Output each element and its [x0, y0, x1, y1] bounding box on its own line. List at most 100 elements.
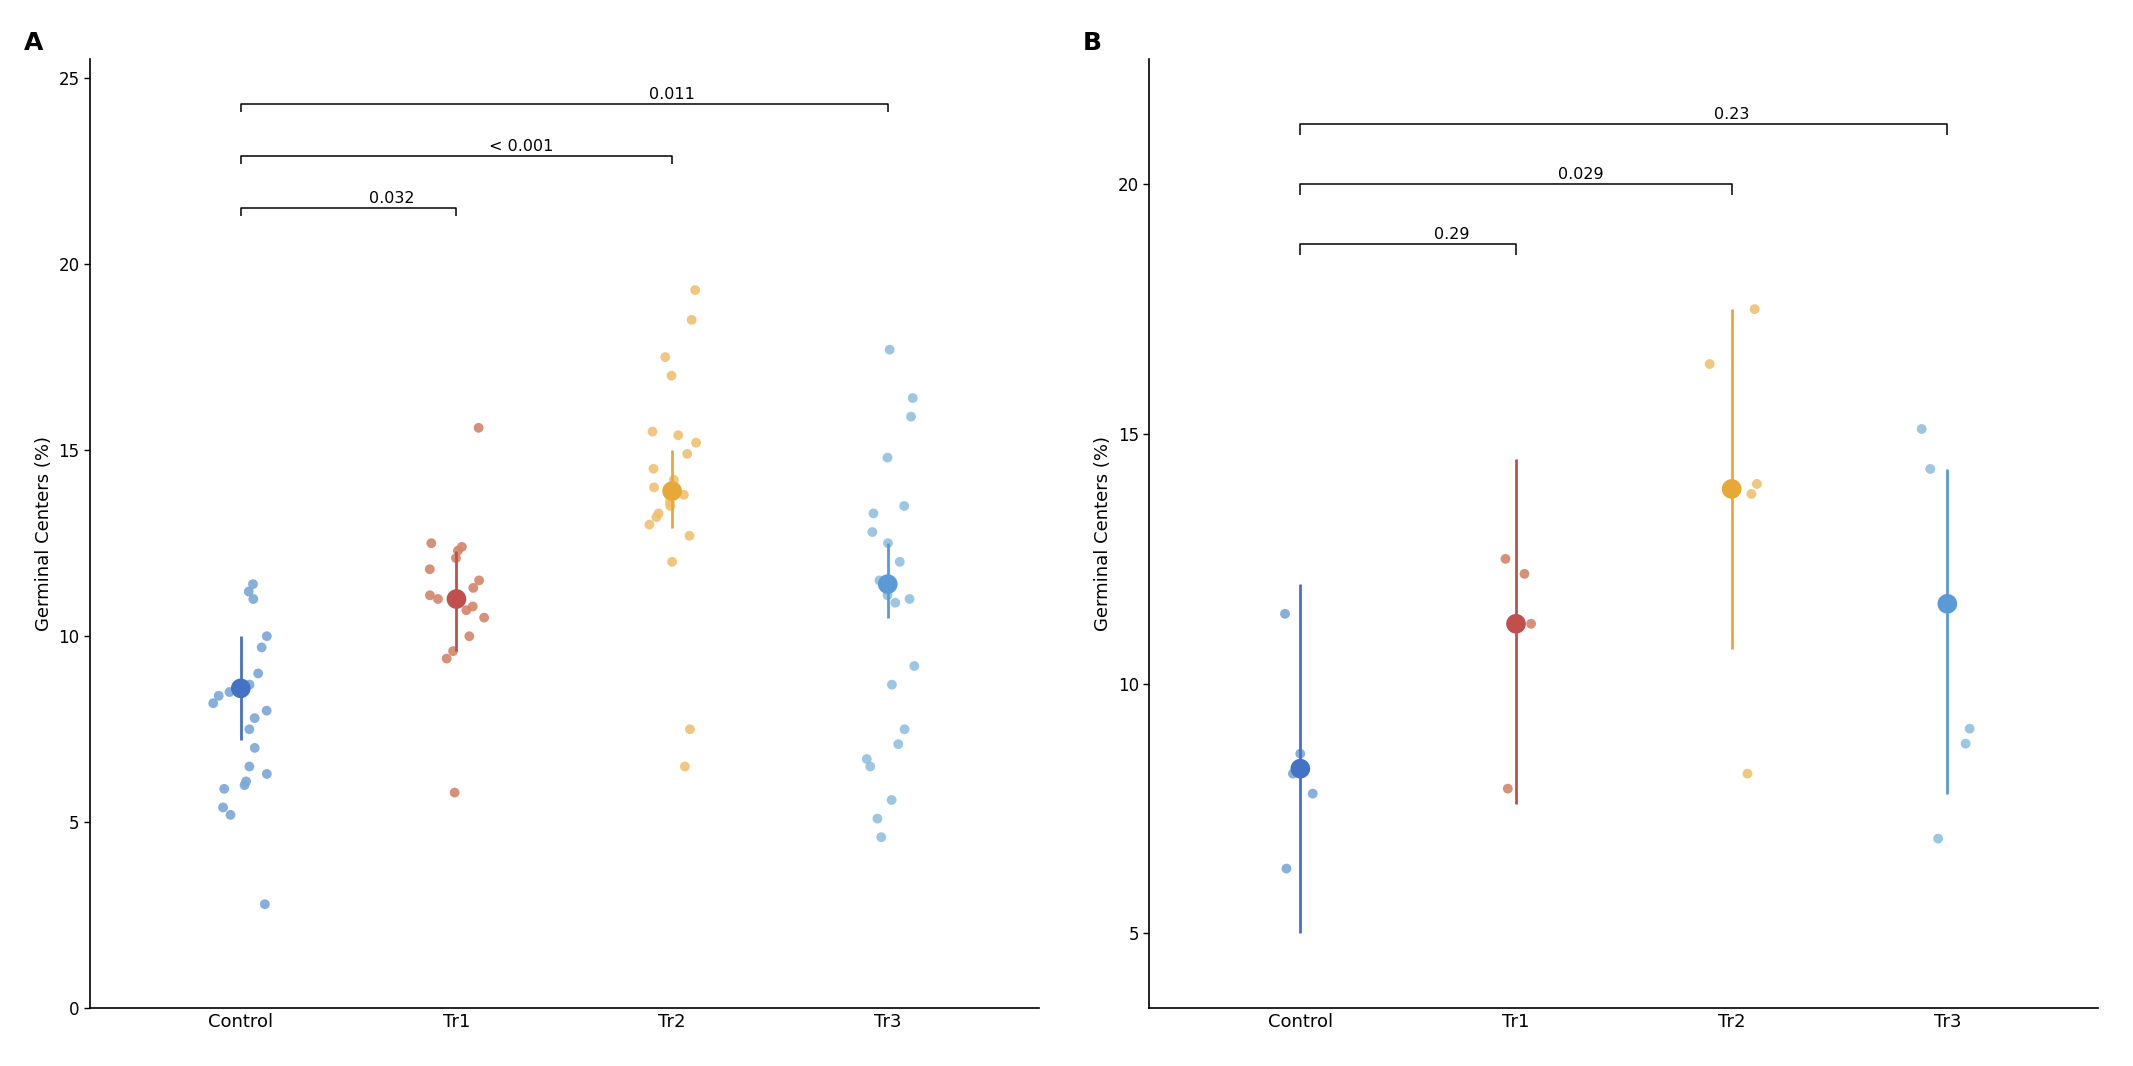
Point — [892, 591, 926, 608]
Point — [864, 828, 898, 845]
Point — [672, 721, 706, 738]
Point — [1715, 481, 1749, 498]
Point — [439, 550, 474, 567]
Point — [887, 498, 921, 515]
Point — [232, 758, 267, 775]
Point — [894, 408, 928, 425]
Point — [855, 523, 889, 540]
Point — [655, 483, 689, 500]
Point — [232, 676, 267, 693]
Point — [1741, 475, 1775, 492]
Point — [653, 498, 687, 515]
Point — [887, 721, 921, 738]
Point — [879, 594, 913, 611]
Point — [1499, 615, 1534, 632]
Point — [1284, 760, 1318, 777]
Point — [241, 665, 275, 682]
Point — [875, 791, 909, 808]
Text: 0.029: 0.029 — [1557, 166, 1604, 181]
Point — [429, 650, 463, 667]
Point — [237, 740, 271, 757]
Y-axis label: Germinal Centers (%): Germinal Centers (%) — [1094, 436, 1111, 631]
Point — [414, 586, 448, 603]
Point — [456, 598, 491, 615]
Point — [237, 576, 271, 593]
Point — [668, 758, 702, 775]
Point — [245, 639, 279, 656]
Text: < 0.001: < 0.001 — [488, 140, 552, 155]
Point — [1952, 721, 1986, 738]
Point — [250, 765, 284, 782]
Point — [870, 576, 904, 593]
Point — [461, 419, 495, 436]
Point — [870, 449, 904, 466]
Point — [207, 798, 241, 815]
Text: A: A — [23, 31, 43, 54]
Point — [1930, 595, 1964, 612]
Point — [674, 311, 708, 328]
Point — [896, 389, 930, 406]
Point — [678, 281, 712, 298]
Point — [1694, 356, 1728, 373]
Point — [875, 676, 909, 693]
Point — [670, 446, 704, 463]
Point — [420, 591, 454, 608]
Point — [638, 479, 672, 496]
Point — [1269, 860, 1303, 877]
Point — [655, 367, 689, 384]
Point — [467, 609, 501, 626]
Point — [1489, 550, 1523, 567]
Point — [1730, 765, 1764, 782]
Point — [870, 586, 904, 603]
Point — [442, 543, 476, 560]
Point — [1738, 301, 1773, 318]
Point — [898, 658, 932, 675]
Point — [661, 426, 695, 443]
Y-axis label: Germinal Centers (%): Germinal Centers (%) — [34, 436, 53, 631]
Point — [855, 505, 889, 522]
Point — [228, 773, 262, 790]
Text: 0.23: 0.23 — [1715, 107, 1749, 122]
Point — [439, 591, 474, 608]
Point — [672, 528, 706, 545]
Point — [640, 508, 674, 526]
Point — [642, 505, 676, 522]
Text: 0.032: 0.032 — [369, 192, 414, 207]
Point — [860, 810, 894, 827]
Point — [207, 780, 241, 797]
Text: B: B — [1084, 31, 1103, 54]
Point — [1267, 605, 1301, 623]
Point — [1491, 780, 1525, 797]
Point — [631, 516, 665, 533]
Point — [463, 571, 497, 588]
Point — [668, 486, 702, 503]
Point — [853, 758, 887, 775]
Point — [1276, 765, 1310, 782]
Point — [203, 688, 237, 705]
Point — [678, 434, 712, 451]
Point — [1295, 785, 1329, 802]
Point — [224, 680, 258, 697]
Point — [862, 571, 896, 588]
Point — [213, 683, 247, 700]
Point — [435, 643, 469, 660]
Point — [446, 538, 480, 555]
Point — [636, 423, 670, 440]
Point — [232, 583, 267, 600]
Point — [636, 461, 670, 478]
Point — [450, 601, 484, 618]
Point — [228, 776, 262, 793]
Point — [1950, 736, 1984, 753]
Point — [653, 494, 687, 511]
Point — [648, 349, 683, 366]
Point — [250, 628, 284, 645]
Point — [1514, 615, 1549, 632]
Point — [1508, 565, 1542, 582]
Point — [414, 535, 448, 552]
Point — [437, 784, 471, 801]
Point — [881, 736, 915, 753]
Point — [1913, 461, 1947, 478]
Point — [870, 535, 904, 552]
Point — [213, 806, 247, 823]
Point — [456, 579, 491, 596]
